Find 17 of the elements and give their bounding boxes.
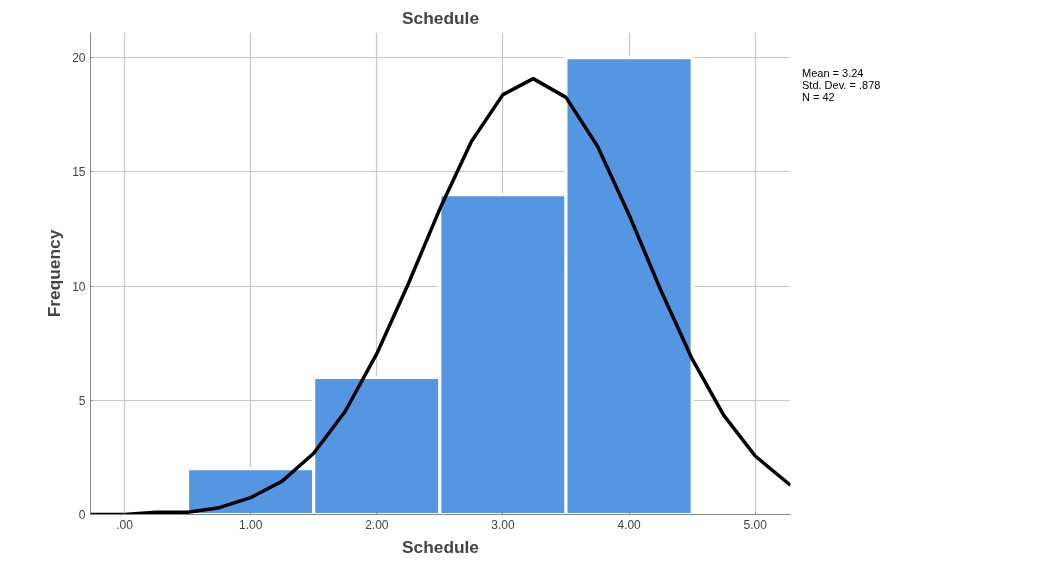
- y-axis-title: Frequency: [44, 229, 65, 318]
- chart-title: Schedule: [401, 7, 480, 28]
- y-tick-label: 15: [72, 165, 86, 180]
- y-tick-label: 0: [78, 508, 86, 522]
- y-tick-label: 10: [72, 279, 86, 294]
- x-tick-label: 1.00: [239, 517, 263, 532]
- x-tick-label: 3.00: [491, 517, 515, 532]
- x-tick-label: 4.00: [617, 517, 642, 532]
- x-tick-label: 2.00: [365, 517, 389, 532]
- y-tick-label: 20: [72, 51, 86, 66]
- x-tick-label: 5.00: [743, 517, 768, 532]
- text: Std. Dev. = .878: [802, 79, 881, 91]
- text: N = 42: [802, 91, 835, 103]
- x-axis-title: Schedule: [401, 536, 480, 557]
- x-tick-label: .00: [116, 517, 134, 532]
- y-tick-label: 5: [78, 393, 86, 408]
- text: Mean = 3.24: [802, 67, 864, 79]
